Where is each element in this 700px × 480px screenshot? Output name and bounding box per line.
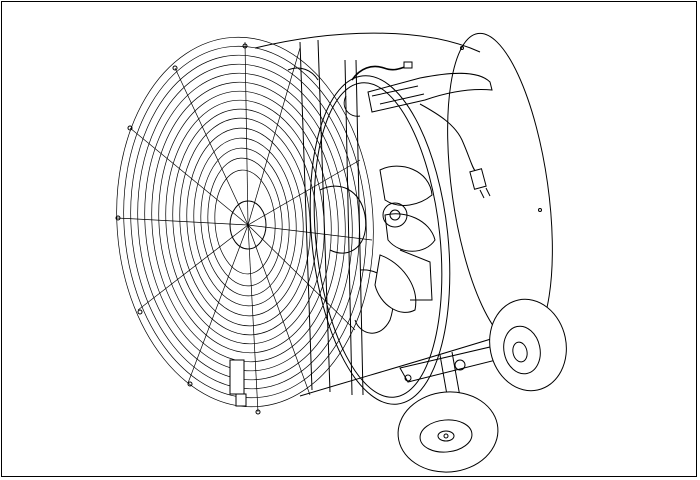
guard-clips (115, 43, 261, 415)
rear-wheel (489, 298, 567, 392)
power-cord (343, 61, 491, 199)
fan-blades (374, 165, 436, 313)
front-guard-rings (116, 36, 374, 408)
interior-frame (287, 39, 394, 396)
carry-handle (367, 72, 493, 113)
front-guard-spokes (116, 41, 373, 413)
front-wheel (397, 391, 499, 473)
